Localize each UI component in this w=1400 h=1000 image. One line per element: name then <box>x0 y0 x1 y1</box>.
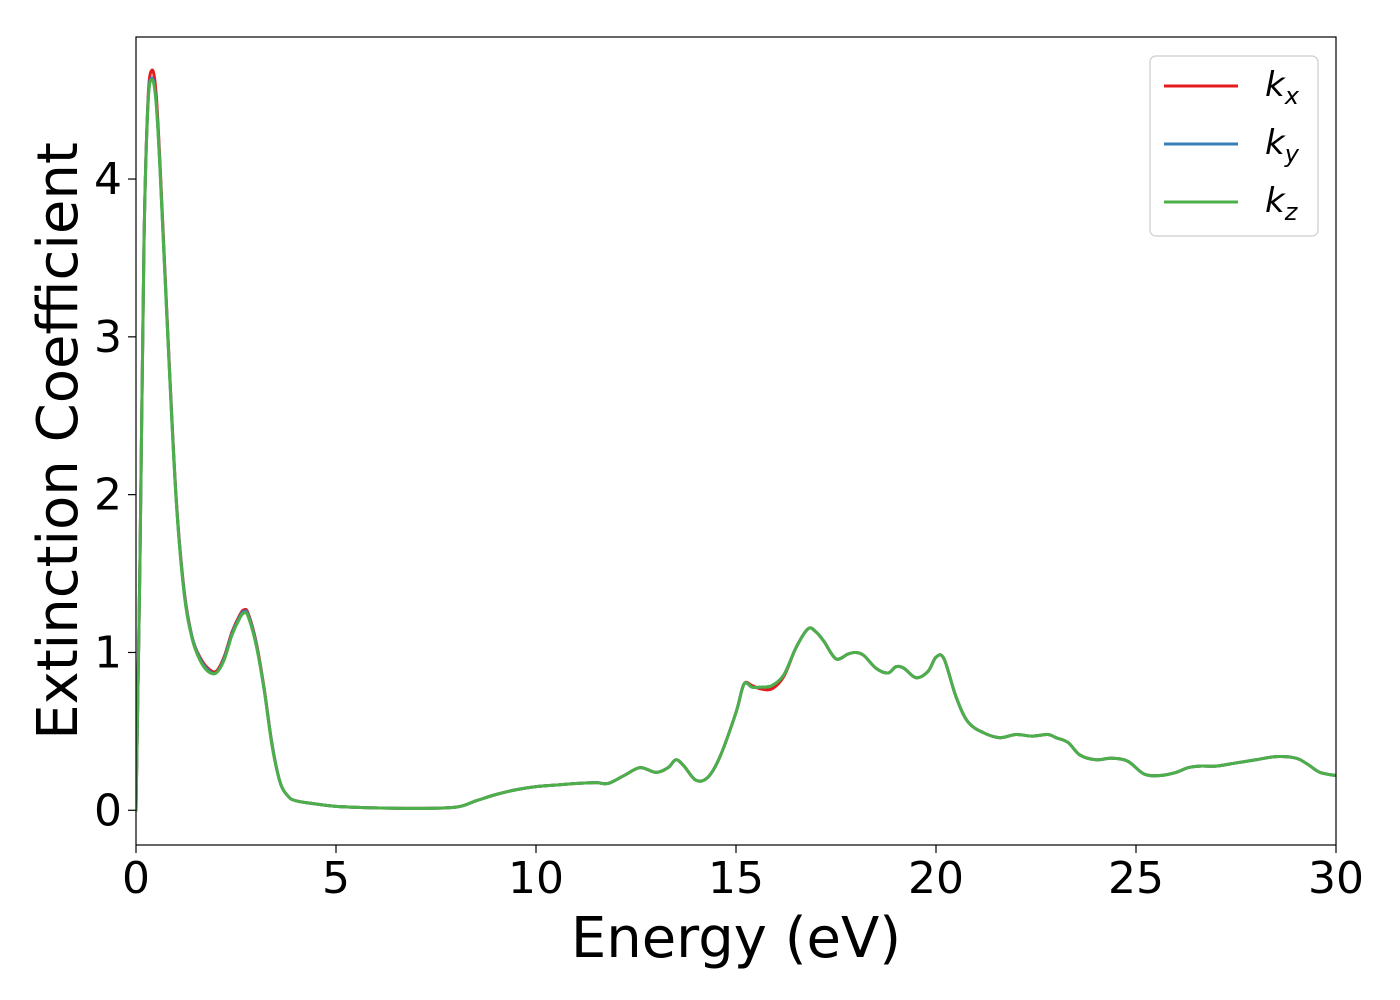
y-axis-title: Extinction Coefficient <box>26 142 91 740</box>
x-axis-title: Energy (eV) <box>571 906 901 971</box>
x-tick-label: 25 <box>1108 853 1164 904</box>
y-axis: 0 1 2 3 4 <box>94 154 136 836</box>
legend-box <box>1149 55 1319 237</box>
x-axis: 0 5 10 15 20 25 30 <box>122 845 1364 904</box>
y-tick-label: 0 <box>94 785 122 836</box>
series-line-kz <box>136 78 1336 812</box>
x-tick-label: 30 <box>1308 853 1364 904</box>
series-group <box>136 68 1336 812</box>
x-tick-label: 20 <box>908 853 964 904</box>
y-tick-label: 2 <box>94 470 122 521</box>
x-tick-label: 5 <box>322 853 350 904</box>
legend-label-ky: ky <box>1265 123 1300 168</box>
y-tick-label: 3 <box>94 312 122 363</box>
series-layer <box>136 68 1336 812</box>
legend-label-kx: kx <box>1265 65 1300 110</box>
y-tick-label: 1 <box>94 627 122 678</box>
legend: kx ky kz <box>1149 55 1319 237</box>
x-tick-label: 15 <box>708 853 764 904</box>
y-tick-label: 4 <box>94 154 122 205</box>
legend-label-kz: kz <box>1265 181 1299 226</box>
x-tick-label: 0 <box>122 853 150 904</box>
x-tick-label: 10 <box>508 853 564 904</box>
